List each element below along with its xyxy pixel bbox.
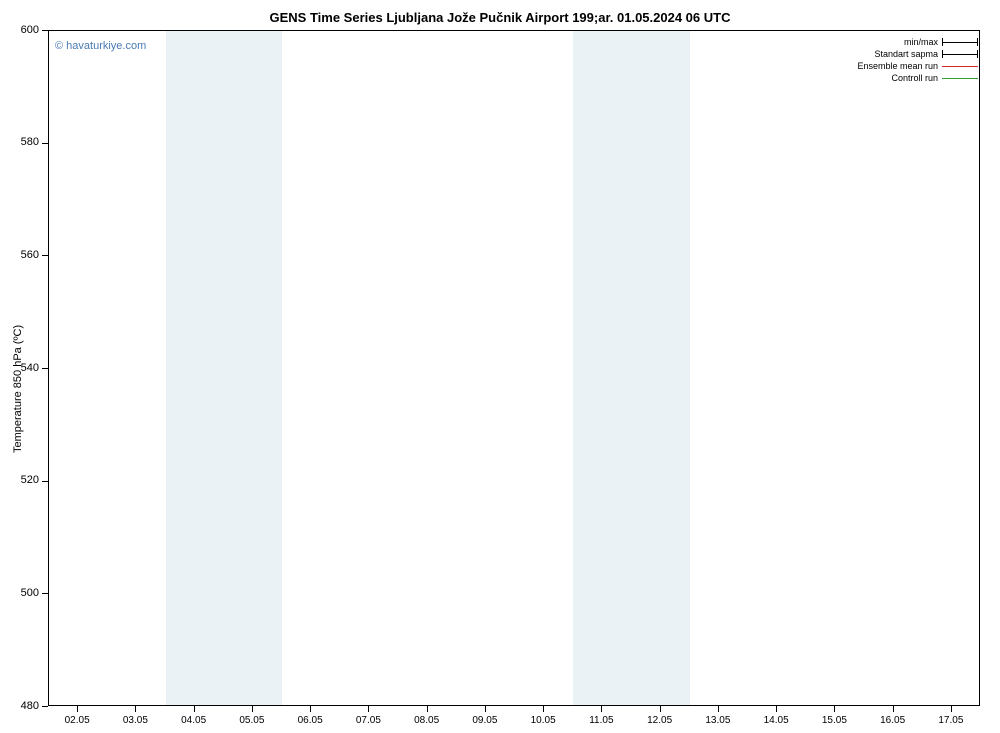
y-tick-label: 500 [21, 587, 39, 599]
x-tick-mark [485, 706, 486, 712]
y-tick-label: 560 [21, 249, 39, 261]
legend-swatch [942, 61, 978, 71]
legend-label: Ensemble mean run [857, 61, 942, 71]
y-tick-mark [42, 368, 48, 369]
legend: min/max Standart sapma Ensemble mean run Co… [857, 36, 978, 84]
x-tick-mark [194, 706, 195, 712]
x-tick-mark [893, 706, 894, 712]
chart-title: GENS Time Series Ljubljana Jože Pučnik A… [0, 10, 1000, 25]
watermark: © havaturkiye.com [55, 40, 146, 52]
y-tick-mark [42, 255, 48, 256]
x-tick-label: 10.05 [523, 715, 563, 726]
y-tick-label: 480 [21, 700, 39, 712]
legend-item: Controll run [857, 72, 978, 84]
y-tick-mark [42, 143, 48, 144]
y-tick-mark [42, 706, 48, 707]
y-tick-label: 580 [21, 136, 39, 148]
x-tick-mark [951, 706, 952, 712]
x-tick-label: 03.05 [115, 715, 155, 726]
x-tick-mark [834, 706, 835, 712]
x-tick-label: 13.05 [698, 715, 738, 726]
x-tick-mark [660, 706, 661, 712]
x-tick-label: 15.05 [814, 715, 854, 726]
x-tick-mark [543, 706, 544, 712]
x-tick-label: 11.05 [581, 715, 621, 726]
x-tick-label: 04.05 [174, 715, 214, 726]
legend-item: min/max [857, 36, 978, 48]
y-tick-label: 540 [21, 362, 39, 374]
y-axis-label: Temperature 850 hPa (ºC) [12, 325, 24, 453]
x-tick-mark [776, 706, 777, 712]
x-tick-label: 09.05 [465, 715, 505, 726]
x-tick-label: 05.05 [232, 715, 272, 726]
y-tick-label: 600 [21, 24, 39, 36]
legend-label: Controll run [891, 73, 942, 83]
x-tick-label: 12.05 [640, 715, 680, 726]
x-tick-mark [427, 706, 428, 712]
weekend-band [166, 31, 283, 705]
x-tick-mark [718, 706, 719, 712]
legend-label: min/max [904, 37, 942, 47]
y-tick-label: 520 [21, 474, 39, 486]
x-tick-mark [252, 706, 253, 712]
x-tick-mark [601, 706, 602, 712]
chart-container: GENS Time Series Ljubljana Jože Pučnik A… [0, 0, 1000, 733]
x-tick-label: 06.05 [290, 715, 330, 726]
legend-label: Standart sapma [874, 49, 942, 59]
x-tick-label: 08.05 [407, 715, 447, 726]
x-tick-label: 14.05 [756, 715, 796, 726]
y-tick-mark [42, 30, 48, 31]
x-tick-label: 16.05 [873, 715, 913, 726]
weekend-band [573, 31, 690, 705]
legend-item: Ensemble mean run [857, 60, 978, 72]
legend-swatch [942, 49, 978, 59]
x-tick-mark [77, 706, 78, 712]
legend-item: Standart sapma [857, 48, 978, 60]
x-tick-mark [135, 706, 136, 712]
x-tick-label: 02.05 [57, 715, 97, 726]
x-tick-label: 07.05 [348, 715, 388, 726]
x-tick-mark [310, 706, 311, 712]
legend-swatch [942, 37, 978, 47]
plot-area [48, 30, 980, 706]
x-tick-mark [368, 706, 369, 712]
x-tick-label: 17.05 [931, 715, 971, 726]
y-tick-mark [42, 593, 48, 594]
legend-swatch [942, 73, 978, 83]
y-tick-mark [42, 481, 48, 482]
